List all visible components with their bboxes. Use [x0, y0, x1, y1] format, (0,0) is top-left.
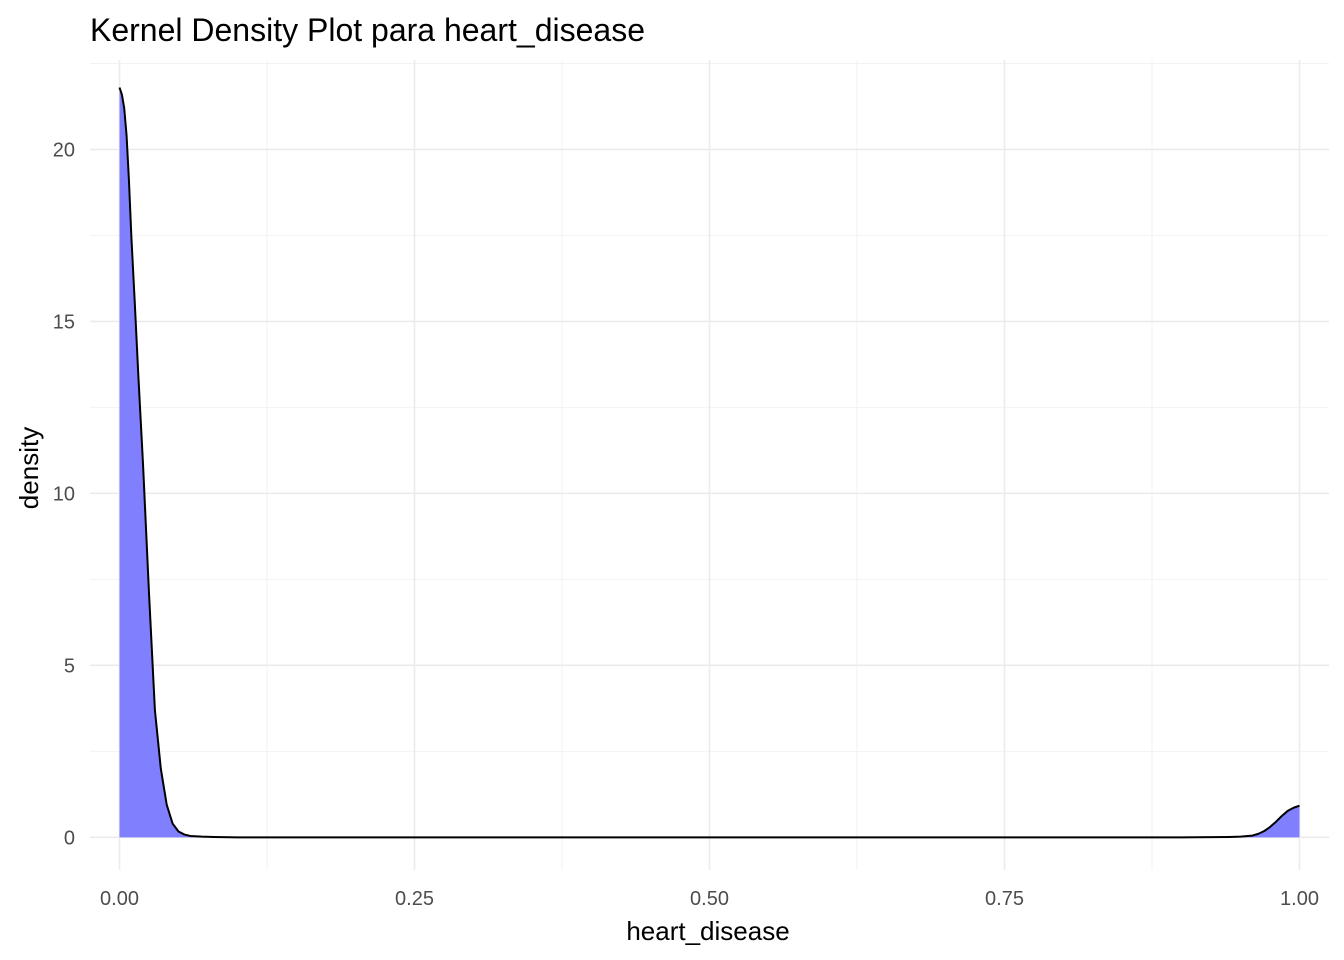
chart-title: Kernel Density Plot para heart_disease [90, 12, 645, 48]
y-tick-label-2: 10 [53, 483, 75, 505]
y-tick-label-0: 0 [64, 827, 75, 849]
y-axis-title: density [14, 427, 44, 509]
x-axis-tick-labels: 0.00 0.25 0.50 0.75 1.00 [100, 888, 1319, 910]
density-line-0 [118, 87, 1300, 839]
x-tick-label-2: 0.50 [690, 888, 729, 910]
y-axis-tick-labels: 0 5 10 15 20 [53, 139, 75, 849]
major-gridlines [90, 60, 1329, 870]
density-area [118, 87, 1300, 839]
x-tick-label-1: 0.25 [395, 888, 434, 910]
y-tick-label-3: 15 [53, 311, 75, 333]
x-tick-label-4: 1.00 [1280, 888, 1319, 910]
x-tick-label-0: 0.00 [100, 888, 139, 910]
y-tick-label-4: 20 [53, 139, 75, 161]
y-tick-label-1: 5 [64, 655, 75, 677]
x-tick-label-3: 0.75 [985, 888, 1024, 910]
x-axis-title: heart_disease [626, 916, 789, 946]
